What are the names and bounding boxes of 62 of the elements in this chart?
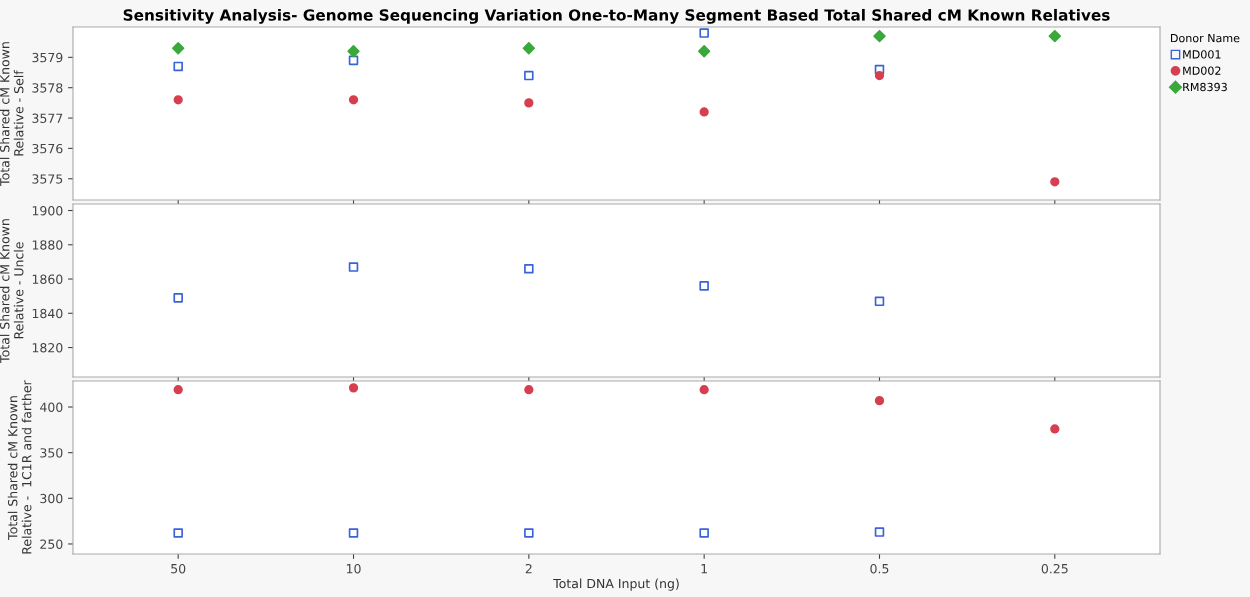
y-tick-label: 3578 bbox=[32, 83, 63, 93]
legend-label: RM8393 bbox=[1183, 82, 1227, 92]
point bbox=[348, 383, 359, 393]
y-tick-label: 1860 bbox=[32, 274, 63, 284]
y-tick-label: 1840 bbox=[32, 308, 63, 319]
point bbox=[173, 528, 183, 538]
point bbox=[1050, 424, 1060, 434]
point bbox=[1050, 177, 1060, 187]
point bbox=[173, 385, 183, 395]
point bbox=[524, 528, 534, 538]
point bbox=[348, 262, 359, 272]
y-tick-label: 1820 bbox=[32, 343, 63, 353]
y-tick-label: 250 bbox=[40, 539, 63, 549]
point bbox=[873, 29, 886, 43]
point bbox=[874, 70, 885, 81]
y-tick-label: 1880 bbox=[32, 240, 63, 250]
point bbox=[524, 70, 534, 81]
y-tick-label: 400 bbox=[40, 402, 63, 412]
point bbox=[348, 55, 359, 66]
y-tick-label: 1900 bbox=[32, 205, 63, 216]
legend-label: MD002 bbox=[1183, 66, 1221, 75]
y-tick-label: 3577 bbox=[32, 113, 63, 123]
point bbox=[173, 61, 183, 72]
legend-label: MD001 bbox=[1183, 50, 1221, 59]
point bbox=[524, 385, 534, 395]
y-tick-label: 300 bbox=[40, 493, 63, 504]
point bbox=[348, 528, 359, 538]
y-axis-title: Total Shared cM Known Relative - Uncle bbox=[0, 219, 24, 363]
x-tick-label: 50 bbox=[171, 563, 186, 574]
y-tick-label: 350 bbox=[40, 448, 63, 458]
point bbox=[697, 45, 711, 58]
point bbox=[173, 293, 183, 303]
point bbox=[699, 107, 709, 117]
x-tick-label: 0.25 bbox=[1041, 563, 1068, 574]
point bbox=[522, 42, 536, 55]
point bbox=[874, 64, 885, 75]
point bbox=[874, 527, 885, 537]
point bbox=[874, 395, 885, 406]
point bbox=[874, 296, 885, 307]
x-tick-label: 10 bbox=[346, 563, 361, 574]
point bbox=[524, 98, 534, 108]
x-tick-label: 2 bbox=[525, 563, 532, 574]
point bbox=[348, 95, 359, 105]
y-axis-title: Total Shared cM Known Relative - Self bbox=[0, 42, 24, 186]
point bbox=[347, 45, 360, 58]
point bbox=[699, 281, 709, 291]
x-tick-label: 0.5 bbox=[870, 563, 889, 574]
x-tick-label: 1 bbox=[701, 564, 707, 574]
point bbox=[699, 385, 709, 395]
point bbox=[524, 263, 534, 274]
y-tick-label: 3579 bbox=[32, 52, 63, 63]
legend-title: Donor Name bbox=[1171, 34, 1240, 43]
point bbox=[1048, 29, 1062, 43]
point bbox=[173, 95, 183, 105]
x-axis-title: Total DNA Input (ng) bbox=[553, 578, 679, 591]
y-tick-label: 3576 bbox=[32, 143, 63, 154]
y-tick-label: 3575 bbox=[32, 174, 63, 184]
point bbox=[171, 42, 185, 55]
chart-title: Sensitivity Analysis- Genome Sequencing Variation One-to-Many Segment Based Total Shared cM Known Relatives bbox=[123, 8, 1110, 24]
point bbox=[699, 28, 709, 38]
y-axis-title: Total Shared cM Known Relative - 1C1R and farther bbox=[7, 380, 32, 554]
point bbox=[699, 528, 709, 538]
